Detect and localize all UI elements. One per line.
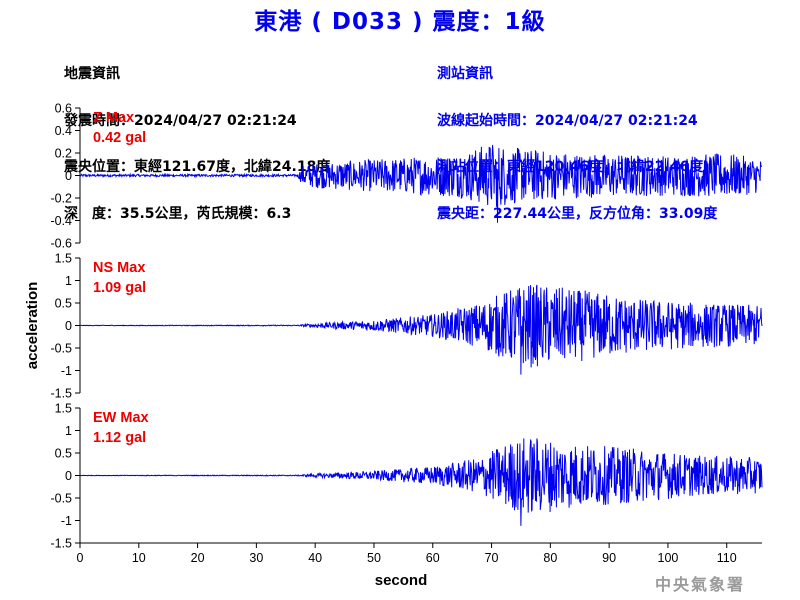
epicentral-distance: 震央距：227.44公里，反方位角：33.09度 xyxy=(437,205,718,222)
y-tick-label: -0.4 xyxy=(50,214,72,228)
y-tick-label: 0 xyxy=(65,319,72,333)
depth-magnitude: 深 度：35.5公里，芮氏規模：6.3 xyxy=(64,205,292,222)
x-tick-label: 100 xyxy=(658,551,679,565)
x-tick-label: 20 xyxy=(191,551,205,565)
max-value-ns: 1.09 gal xyxy=(93,280,146,296)
y-tick-label: 0.5 xyxy=(55,447,72,461)
panel-z: 0.6 0.4 0.2 0 -0.2 -0.4 -0.6 Z Max 0.42 gal xyxy=(50,102,763,251)
y-tick-label: 0.6 xyxy=(55,102,72,116)
x-axis-label: second xyxy=(375,572,428,589)
waveform-trace-ew xyxy=(80,438,763,526)
y-tick-label: 0 xyxy=(65,469,72,483)
max-label-ew: EW Max xyxy=(93,410,149,426)
epicenter-location: 震央位置：東經121.67度，北緯24.18度 xyxy=(64,159,331,175)
x-tick-label: 90 xyxy=(602,551,616,565)
x-tick-label: 40 xyxy=(308,551,322,565)
y-tick-label: 1 xyxy=(65,424,72,438)
y-axis-label: acceleration xyxy=(24,282,41,370)
max-label-ns: NS Max xyxy=(93,260,145,276)
x-tick-label: 60 xyxy=(426,551,440,565)
y-tick-label: -1.5 xyxy=(50,387,72,401)
y-tick-label: -0.6 xyxy=(50,237,72,251)
y-tick-label: 1.5 xyxy=(55,252,72,266)
x-tick-label: 30 xyxy=(249,551,263,565)
y-tick-label: -1 xyxy=(61,364,72,378)
y-tick-label: 1.5 xyxy=(55,402,72,416)
waveform-trace-z xyxy=(79,144,763,223)
x-tick-label: 0 xyxy=(77,551,84,565)
panel-ew: 1.5 1 0.5 0 -0.5 -1 -1.5 EW Max 1.12 gal 0 10 20 30 4… xyxy=(50,402,763,589)
y-tick-label: -0.5 xyxy=(50,492,72,506)
max-value-ew: 1.12 gal xyxy=(93,430,146,446)
x-tick-label: 70 xyxy=(485,551,499,565)
y-tick-label: -1.5 xyxy=(50,537,72,551)
quake-info-heading: 地震資訊 xyxy=(64,66,120,82)
x-tick-label: 10 xyxy=(132,551,146,565)
max-value-z: 0.42 gal xyxy=(93,130,146,146)
y-tick-label: 0.5 xyxy=(55,297,72,311)
x-tick-label: 110 xyxy=(717,551,737,565)
y-tick-label: 1 xyxy=(65,274,72,288)
wave-onset-time: 波線起始時間：2024/04/27 02:21:24 xyxy=(437,112,698,129)
x-tick-label: 50 xyxy=(367,551,381,565)
waveform-trace-ns xyxy=(79,284,763,375)
max-label-z: Z Max xyxy=(93,110,134,126)
y-tick-label: -0.2 xyxy=(50,192,72,206)
y-tick-label: -0.5 xyxy=(50,342,72,356)
panel-ns: 1.5 1 0.5 0 -0.5 -1 -1.5 NS Max 1.09 gal accelera… xyxy=(24,252,763,401)
y-tick-label: 0.4 xyxy=(55,124,72,138)
y-tick-label: -1 xyxy=(61,514,72,528)
x-tick-label: 80 xyxy=(543,551,557,565)
quake-info-block: 地震資訊 發震時間：2024/04/27 02:21:24 震央位置：東經121… xyxy=(64,36,330,238)
page-title: 東港 ( D033 ) 震度：1級 xyxy=(254,9,546,35)
y-tick-label: 0.2 xyxy=(55,147,72,161)
station-info-heading: 測站資訊 xyxy=(437,66,493,82)
y-tick-label: 0 xyxy=(65,169,72,183)
agency-watermark: 中央氣象署 xyxy=(655,575,746,594)
quake-time: 發震時間：2024/04/27 02:21:24 xyxy=(64,112,297,129)
